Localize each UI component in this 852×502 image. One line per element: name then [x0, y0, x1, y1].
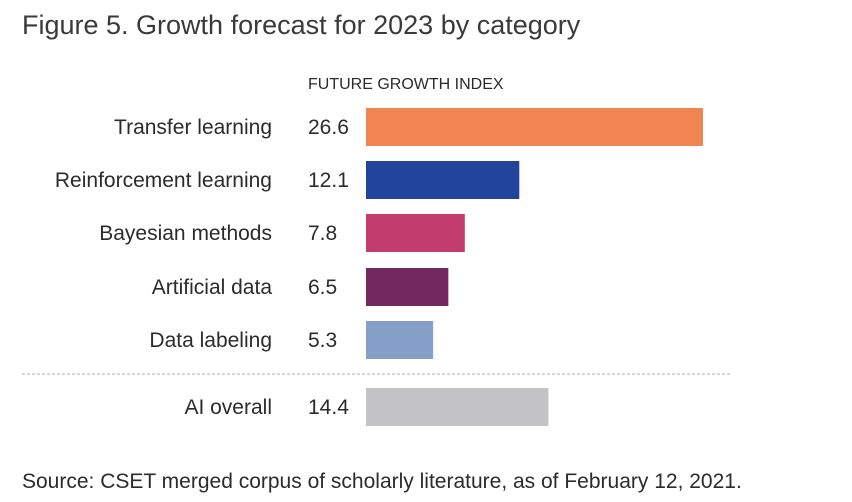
bar-artificial-data — [366, 268, 449, 306]
value-label-transfer-learning: 26.6 — [308, 116, 349, 139]
category-label-artificial-data: Artificial data — [152, 276, 273, 299]
bar-bayesian-methods — [366, 214, 465, 252]
category-label-bayesian-methods: Bayesian methods — [99, 222, 272, 245]
value-label-ai-overall: 14.4 — [308, 396, 349, 419]
value-label-artificial-data: 6.5 — [308, 276, 337, 299]
column-header: FUTURE GROWTH INDEX — [308, 76, 504, 93]
bar-transfer-learning — [366, 108, 703, 146]
category-label-reinforcement-learning: Reinforcement learning — [55, 169, 272, 192]
source-note: Source: CSET merged corpus of scholarly … — [22, 470, 742, 493]
category-label-data-labeling: Data labeling — [149, 329, 272, 352]
bars-group: Transfer learning 26.6 Reinforcement learn… — [22, 108, 730, 426]
bar-data-labeling — [366, 321, 434, 359]
bar-reinforcement-learning — [366, 161, 520, 199]
value-label-bayesian-methods: 7.8 — [308, 222, 337, 245]
category-label-transfer-learning: Transfer learning — [114, 116, 272, 139]
category-label-ai-overall: AI overall — [184, 396, 272, 419]
value-label-reinforcement-learning: 12.1 — [308, 169, 349, 192]
chart-title: Figure 5. Growth forecast for 2023 by ca… — [22, 10, 581, 40]
value-label-data-labeling: 5.3 — [308, 329, 337, 352]
bar-ai-overall — [366, 388, 549, 426]
